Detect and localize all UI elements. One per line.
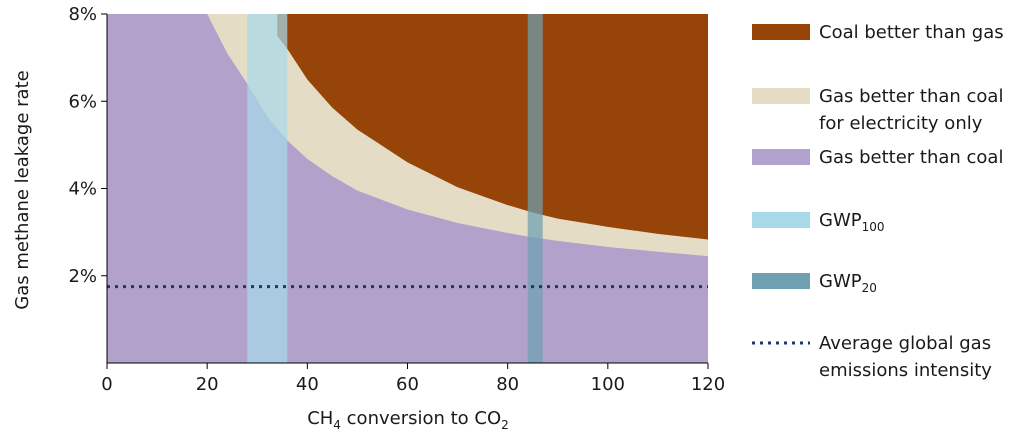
legend-label: Gas better than coal	[819, 86, 1003, 107]
legend-swatch	[752, 88, 810, 104]
y-axis-title: Gas methane leakage rate	[12, 70, 33, 309]
legend-swatch	[752, 24, 810, 40]
band-gwp20	[527, 14, 543, 363]
legend-label: GWP100	[819, 210, 885, 234]
x-tick-label: 60	[396, 374, 419, 395]
y-tick-label: 2%	[68, 266, 97, 287]
x-tick-label: 120	[691, 374, 725, 395]
x-axis-title: CH4 conversion to CO2	[307, 408, 509, 431]
axes: 0 20 40 60 80 100 120 2% 4% 6% 8%	[68, 4, 725, 395]
x-tick-label: 0	[101, 374, 112, 395]
legend-swatch	[752, 212, 810, 228]
legend: Coal better than gas Gas better than coal…	[752, 22, 1004, 381]
legend-label: GWP20	[819, 271, 877, 295]
y-tick-label: 8%	[68, 4, 97, 25]
x-tick-label: 80	[496, 374, 519, 395]
legend-label: Gas better than coal	[819, 147, 1003, 168]
legend-label: for electricity only	[819, 113, 983, 134]
band-gwp100	[247, 14, 288, 363]
y-tick-label: 4%	[68, 179, 97, 200]
x-tick-label: 20	[196, 374, 219, 395]
legend-swatch	[752, 149, 810, 165]
x-tick-label: 40	[296, 374, 319, 395]
plot-area	[107, 14, 708, 363]
legend-label: Coal better than gas	[819, 22, 1004, 43]
legend-label: emissions intensity	[819, 360, 992, 381]
legend-swatch	[752, 273, 810, 289]
x-tick-label: 100	[591, 374, 625, 395]
legend-label: Average global gas	[819, 333, 991, 354]
y-tick-label: 6%	[68, 91, 97, 112]
region-coal-better-than-gas	[277, 14, 708, 240]
